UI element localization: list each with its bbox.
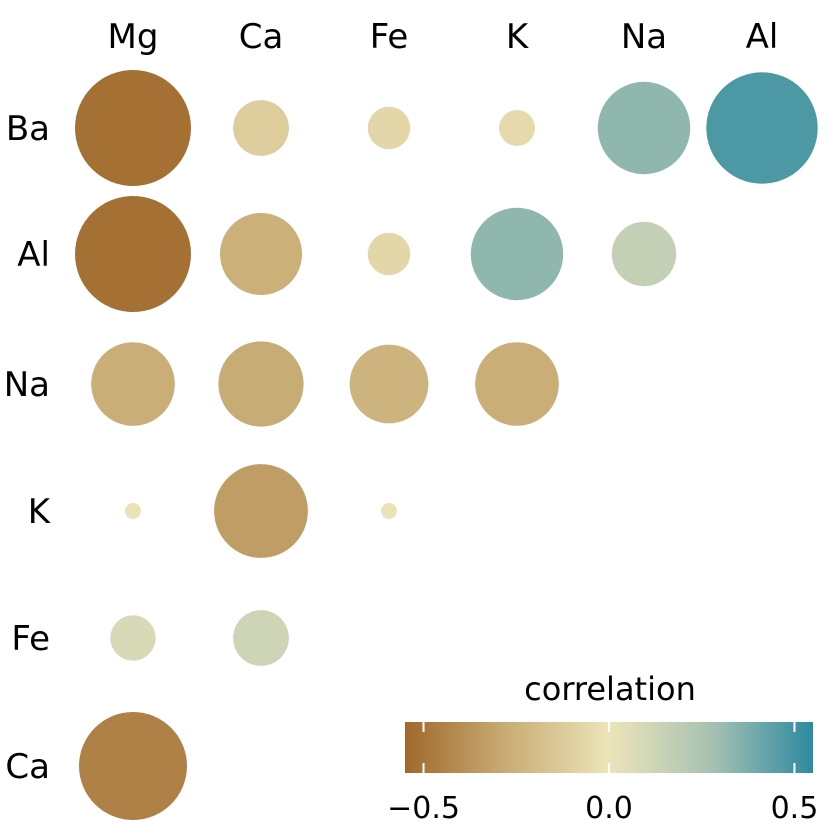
circle-na-ca [218, 341, 304, 427]
column-label-fe: Fe [370, 17, 409, 57]
legend-tick-label-2: 0.5 [771, 791, 819, 826]
legend-tick-label-0: −0.5 [387, 791, 460, 826]
correlation-circles [75, 70, 818, 820]
circle-ba-k [499, 110, 535, 146]
circle-k-fe [381, 503, 397, 519]
circle-na-mg [91, 342, 175, 426]
column-label-k: K [506, 17, 530, 57]
circle-al-mg [75, 196, 191, 312]
circle-ba-na [597, 81, 691, 175]
legend-ticks: −0.5 0.0 0.5 [387, 722, 818, 826]
column-labels: Mg Ca Fe K Na Al [108, 17, 779, 57]
circle-ba-al [706, 72, 818, 184]
row-label-k: K [28, 492, 52, 532]
row-label-ba: Ba [6, 109, 50, 149]
circle-na-k [475, 342, 559, 426]
circle-k-ca [214, 464, 308, 558]
legend-title: correlation [524, 670, 696, 708]
circle-k-mg [125, 503, 141, 519]
column-label-ca: Ca [239, 17, 284, 57]
color-legend: correlation −0.5 0.0 0.5 [387, 670, 818, 826]
circle-na-fe [349, 344, 429, 424]
circle-fe-mg [110, 615, 156, 661]
circle-ba-mg [75, 70, 191, 186]
circle-ca-mg [79, 712, 187, 820]
circle-al-k [470, 207, 564, 301]
column-label-na: Na [621, 17, 667, 57]
circle-al-na [611, 221, 677, 287]
column-label-al: Al [746, 17, 779, 57]
circle-ba-ca [233, 100, 289, 156]
row-label-na: Na [4, 365, 50, 405]
row-label-al: Al [17, 235, 50, 275]
circle-ba-fe [367, 106, 411, 150]
row-label-ca: Ca [5, 747, 50, 787]
legend-tick-label-1: 0.0 [585, 791, 633, 826]
circle-al-fe [367, 232, 411, 276]
row-labels: Ba Al Na K Fe Ca [4, 109, 52, 787]
circle-al-ca [220, 213, 302, 295]
column-label-mg: Mg [108, 17, 159, 57]
row-label-fe: Fe [11, 619, 50, 659]
circle-fe-ca [233, 610, 289, 666]
